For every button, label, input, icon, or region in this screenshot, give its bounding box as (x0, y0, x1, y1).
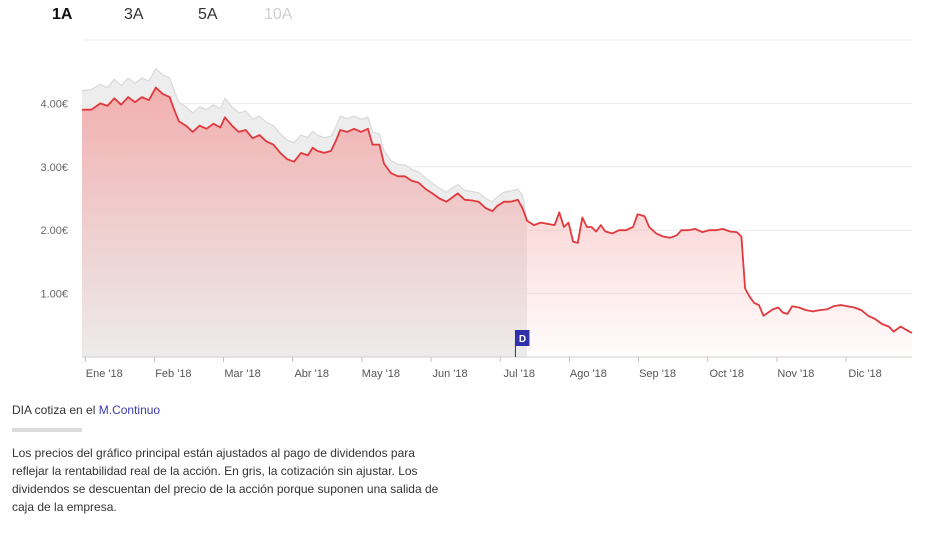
dividend-marker-label: D (519, 334, 526, 345)
x-tick-label: Feb '18 (155, 368, 191, 380)
x-tick-label: Ago '18 (570, 368, 607, 380)
adjusted-area (82, 86, 913, 357)
tab-1a[interactable]: 1A (52, 6, 73, 23)
x-tick-label: Oct '18 (709, 368, 744, 380)
adjusted-fill (82, 87, 912, 357)
x-tick-label: Sep '18 (639, 368, 676, 380)
market-link[interactable]: M.Continuo (98, 403, 161, 417)
range-tabs: 1A 3A 5A 10A (0, 0, 400, 34)
dividend-markers: D (514, 330, 530, 357)
axes: 1.00€ 2.00€ 3.00€ 4.00€ Ene '18 Feb '18 Mar '1… (40, 98, 912, 380)
source-line: DIA cotiza en el M.Continuo (12, 403, 160, 417)
x-tick-label: May '18 (362, 368, 400, 380)
x-tick-label: Mar '18 (224, 368, 260, 380)
adjusted-price-line (82, 86, 913, 334)
y-tick-label: 3.00€ (40, 162, 68, 174)
x-tick-label: Nov '18 (777, 368, 814, 380)
price-chart: 1.00€ 2.00€ 3.00€ 4.00€ Ene '18 Feb '18 Mar '1… (40, 39, 913, 380)
y-tick-label: 4.00€ (40, 98, 68, 110)
tab-3a[interactable]: 3A (124, 6, 144, 23)
x-tick-label: Abr '18 (294, 368, 329, 380)
unadjusted-price-line (81, 67, 528, 221)
tab-5a[interactable]: 5A (198, 6, 218, 23)
source-prefix: DIA cotiza en el (12, 403, 96, 417)
dividend-marker-flag (515, 330, 530, 346)
x-tick-label: Jul '18 (504, 368, 535, 380)
x-tick-label: Ene '18 (86, 368, 123, 380)
tab-10a[interactable]: 10A (264, 6, 293, 23)
y-tick-label: 1.00€ (40, 289, 68, 301)
chart-footnote: Los precios del gráfico principal están … (12, 446, 439, 514)
y-tick-label: 2.00€ (40, 225, 68, 237)
divider-bar (12, 428, 82, 432)
x-tick-label: Dic '18 (848, 368, 881, 380)
x-tick-label: Jun '18 (432, 368, 467, 380)
